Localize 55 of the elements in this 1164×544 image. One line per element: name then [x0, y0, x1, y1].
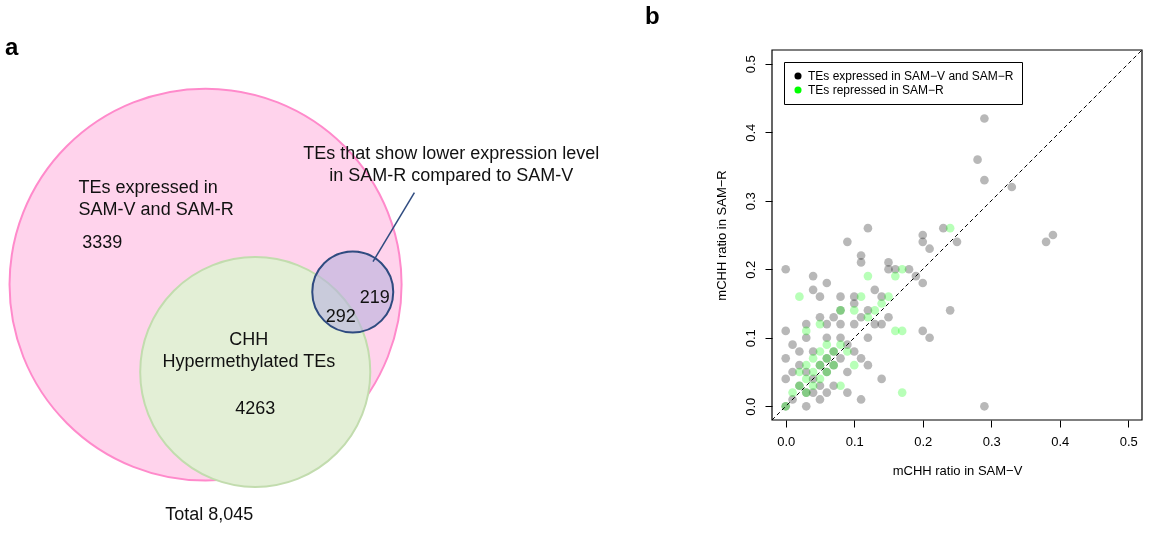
point — [897, 264, 907, 274]
y-tick-label: 0.5 — [742, 55, 758, 74]
text: Total 8,045 — [165, 503, 254, 524]
point — [808, 381, 818, 391]
point — [801, 374, 811, 384]
legend-label: TEs repressed in SAM−R — [808, 83, 945, 97]
point — [945, 223, 955, 233]
text: 292 — [325, 305, 356, 326]
text: 4263 — [235, 397, 276, 418]
point — [884, 292, 893, 301]
y-axis-title: mCHH ratio in SAM−R — [713, 170, 729, 301]
point — [891, 326, 900, 336]
point — [808, 354, 818, 363]
y-tick-label: 0.0 — [742, 397, 758, 416]
legend-label: TEs expressed in SAM−V and SAM−R — [808, 69, 1014, 83]
point — [863, 312, 873, 322]
point — [836, 381, 845, 391]
x-tick-label: 0.4 — [1051, 433, 1070, 449]
point — [891, 271, 900, 281]
x-tick-label: 0.1 — [845, 433, 864, 449]
y-tick-label: 0.2 — [742, 260, 758, 279]
text: CHH Hypermethylated TEs — [162, 328, 336, 371]
point — [788, 388, 797, 397]
point — [801, 360, 811, 370]
chart-title: b — [645, 2, 660, 30]
point — [795, 292, 804, 301]
point — [897, 388, 907, 397]
y-tick-label: 0.3 — [742, 192, 758, 211]
point — [815, 374, 825, 384]
point — [795, 367, 804, 377]
point — [849, 306, 859, 315]
point — [849, 360, 859, 370]
point — [856, 292, 866, 301]
text: TEs that show lower expression level in SAM-R compared to SAM-V — [303, 142, 600, 185]
point — [877, 299, 886, 308]
point — [801, 326, 811, 336]
text: TEs expressed in SAM-V and SAM-R — [78, 177, 234, 219]
x-tick-label: 0.2 — [914, 433, 933, 449]
x-axis-title: mCHH ratio in SAM−V — [892, 462, 1023, 478]
text: a — [5, 33, 19, 60]
y-tick-label: 0.1 — [742, 329, 758, 348]
point — [815, 319, 825, 329]
text: 219 — [359, 287, 390, 308]
x-tick-label: 0.5 — [1119, 433, 1138, 449]
point — [863, 271, 873, 281]
point — [870, 306, 880, 315]
text: 3339 — [82, 232, 123, 253]
point — [815, 347, 825, 356]
point — [836, 340, 845, 349]
point — [843, 347, 852, 356]
x-tick-label: 0.0 — [777, 433, 796, 449]
y-tick-label: 0.4 — [742, 123, 758, 142]
point — [808, 367, 818, 377]
x-tick-label: 0.3 — [982, 433, 1001, 449]
point — [822, 340, 832, 349]
